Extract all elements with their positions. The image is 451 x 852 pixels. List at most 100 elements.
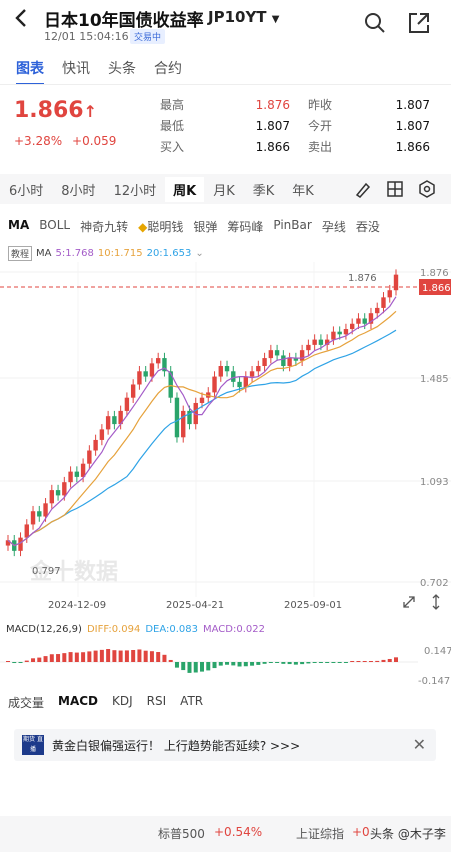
vertical-expand-icon[interactable] bbox=[432, 594, 440, 610]
min-label: 0.797 bbox=[32, 566, 61, 577]
period-week[interactable]: 周K bbox=[165, 176, 205, 202]
low-label: 最低 bbox=[160, 119, 185, 133]
settings-icon[interactable] bbox=[418, 180, 436, 202]
period-6h[interactable]: 6小时 bbox=[9, 183, 44, 199]
prev-close-value: 1.807 bbox=[395, 97, 430, 112]
ma-legend: 教程 MA 5:1.768 10:1.715 20:1.653 ⌄ bbox=[8, 246, 204, 261]
candle-body bbox=[149, 363, 155, 377]
indicator-chip-peak[interactable]: 筹码峰 bbox=[227, 220, 264, 234]
macd-bar bbox=[24, 660, 29, 662]
symbol-code[interactable]: JP10YT ▼ bbox=[208, 8, 279, 26]
y-tick: 1.876 bbox=[420, 268, 449, 279]
tab-volume[interactable]: 成交量 bbox=[8, 696, 45, 710]
macd-bar bbox=[168, 659, 173, 662]
macd-bar bbox=[156, 652, 161, 662]
macd-bar bbox=[287, 662, 292, 665]
x-label: 2025-09-01 bbox=[284, 600, 342, 611]
prev-close-label: 昨收 bbox=[308, 98, 333, 112]
macd-bar bbox=[87, 651, 92, 662]
candle-body bbox=[37, 511, 42, 517]
divider bbox=[0, 84, 451, 85]
indicator-ma[interactable]: MA bbox=[8, 218, 30, 232]
draw-icon[interactable] bbox=[354, 180, 372, 202]
candle-body bbox=[293, 358, 299, 361]
macd-chart[interactable]: 0.147 -0.147 bbox=[0, 640, 451, 686]
candle-body bbox=[337, 331, 342, 335]
chevron-down-icon: ▼ bbox=[271, 14, 280, 25]
open-label: 今开 bbox=[308, 119, 333, 133]
indicator-boll[interactable]: BOLL bbox=[39, 218, 71, 232]
arrow-up-icon: ↑ bbox=[83, 102, 97, 121]
sp500-label: 标普500 bbox=[158, 827, 205, 841]
indicator-tabs: MA BOLL 神奇九转 ◆聪明钱 银弹 筹码峰 PinBar 孕线 吞没 bbox=[8, 218, 380, 235]
tab-contract[interactable]: 合约 bbox=[154, 61, 182, 77]
macd-value: MACD:0.022 bbox=[203, 624, 265, 635]
shanghai-label: 上证综指 bbox=[296, 827, 345, 841]
change-pct: +3.28% bbox=[14, 134, 63, 148]
candlestick-chart[interactable]: 金十数据 1.876 1.485 1.093 0.702 1.876 0.797… bbox=[0, 262, 451, 617]
macd-bar bbox=[62, 653, 67, 662]
macd-bar bbox=[93, 650, 98, 662]
period-quarter[interactable]: 季K bbox=[252, 183, 275, 199]
indicator-pinbar[interactable]: PinBar bbox=[273, 218, 312, 232]
macd-tick: 0.147 bbox=[424, 646, 451, 657]
candle-body bbox=[112, 416, 117, 425]
period-12h[interactable]: 12小时 bbox=[113, 183, 157, 199]
status-badge: 交易中 bbox=[130, 29, 166, 44]
tutorial-button[interactable]: 教程 bbox=[8, 246, 33, 261]
tab-news[interactable]: 快讯 bbox=[62, 61, 90, 77]
back-icon[interactable] bbox=[14, 8, 28, 32]
tab-chart[interactable]: 图表 bbox=[16, 58, 44, 85]
candle-body bbox=[193, 402, 198, 425]
candle-body bbox=[224, 366, 230, 372]
indicator-smart-money[interactable]: ◆聪明钱 bbox=[138, 218, 183, 235]
ma5-line bbox=[7, 296, 397, 547]
tab-headlines[interactable]: 头条 bbox=[108, 61, 136, 77]
macd-bar bbox=[131, 650, 136, 662]
period-year[interactable]: 年K bbox=[292, 183, 314, 199]
tab-atr[interactable]: ATR bbox=[180, 694, 204, 708]
macd-dea: DEA:0.083 bbox=[145, 624, 199, 635]
candle-body bbox=[306, 344, 311, 351]
candle-body bbox=[268, 350, 274, 359]
diamond-icon: ◆ bbox=[138, 220, 148, 234]
macd-bar bbox=[300, 662, 305, 665]
tab-rsi[interactable]: RSI bbox=[146, 694, 167, 708]
tab-macd[interactable]: MACD bbox=[58, 694, 99, 708]
indicator-engulfing[interactable]: 吞没 bbox=[355, 220, 380, 234]
macd-bar bbox=[231, 662, 236, 666]
index-ticker[interactable]: 标普500 +0.54% 上证综指 +0.4 头条 @木子李 bbox=[0, 816, 451, 852]
y-tick: 0.702 bbox=[420, 578, 449, 589]
period-8h[interactable]: 8小时 bbox=[61, 183, 96, 199]
macd-bar bbox=[368, 661, 373, 662]
indicator-silver-bullet[interactable]: 银弹 bbox=[193, 220, 218, 234]
high-value: 1.876 bbox=[255, 97, 290, 112]
macd-bar bbox=[181, 662, 186, 671]
ma5-value: 5:1.768 bbox=[55, 248, 94, 259]
tab-kdj[interactable]: KDJ bbox=[112, 694, 133, 708]
macd-bar bbox=[212, 662, 217, 669]
macd-bar bbox=[306, 662, 311, 664]
indicator-nine[interactable]: 神奇九转 bbox=[80, 220, 129, 234]
period-month[interactable]: 月K bbox=[213, 183, 235, 199]
candle-body bbox=[356, 318, 361, 324]
expand-icon[interactable] bbox=[403, 596, 415, 608]
grid-icon[interactable] bbox=[386, 180, 404, 202]
news-banner[interactable]: 期货 直播 黄金白银偏强运行！ 上行趋势能否延续? >>> ✕ bbox=[14, 729, 436, 761]
indicator-smart-money-label: 聪明钱 bbox=[147, 220, 184, 234]
price-tag: 1.866 bbox=[422, 283, 451, 294]
last-price: 1.866↑ bbox=[14, 98, 97, 123]
close-icon[interactable]: ✕ bbox=[412, 735, 426, 754]
candle-body bbox=[312, 339, 317, 345]
macd-bar bbox=[137, 649, 142, 662]
search-icon[interactable] bbox=[364, 12, 386, 38]
macd-bar bbox=[106, 649, 111, 662]
share-icon[interactable] bbox=[408, 12, 430, 38]
sub-indicator-tabs: 成交量 MACD KDJ RSI ATR bbox=[8, 694, 203, 711]
candle-body bbox=[43, 503, 48, 517]
candle-body bbox=[5, 540, 11, 546]
live-badge: 期货 直播 bbox=[22, 735, 44, 755]
candle-body bbox=[187, 410, 192, 425]
indicator-harami[interactable]: 孕线 bbox=[321, 220, 346, 234]
macd-bar bbox=[237, 662, 242, 667]
